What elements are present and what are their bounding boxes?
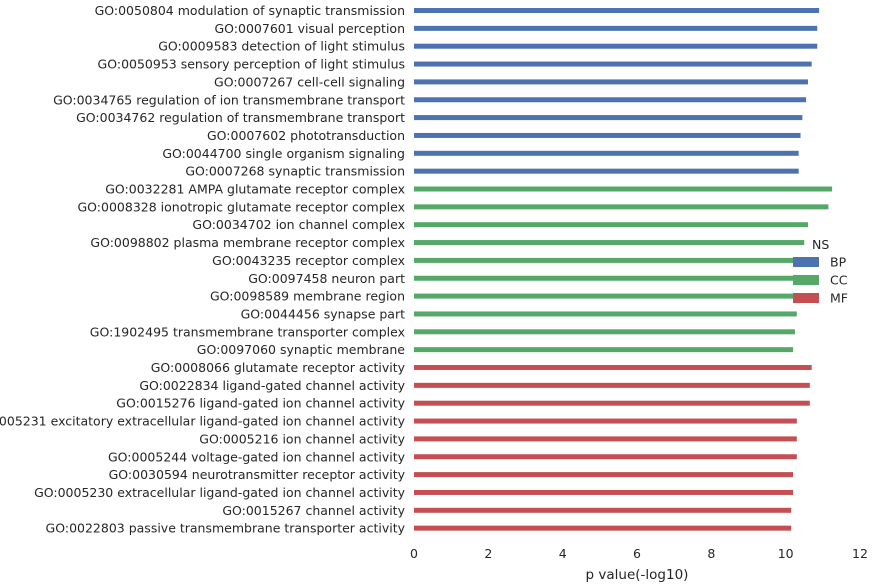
- bar-mf-24: [414, 436, 797, 442]
- category-label: GO:0015267 channel activity: [222, 503, 405, 518]
- x-tick-label: 4: [559, 546, 567, 561]
- bar-cc-11: [414, 204, 829, 210]
- category-label: GO:0005216 ion channel activity: [199, 431, 405, 446]
- bar-bp-6: [414, 115, 803, 121]
- legend-title: NS: [812, 237, 829, 252]
- category-label: GO:0005231 excitatory extracellular liga…: [0, 414, 406, 429]
- bar-mf-28: [414, 507, 792, 513]
- category-label: GO:0008066 glutamate receptor activity: [151, 360, 406, 375]
- bar-bp-5: [414, 97, 807, 103]
- bar-cc-12: [414, 222, 808, 228]
- bar-bp-7: [414, 132, 801, 138]
- category-label: GO:0097458 neuron part: [248, 271, 405, 286]
- category-label: GO:0034765 regulation of ion transmembra…: [53, 92, 405, 107]
- category-label: GO:0007268 synaptic transmission: [185, 164, 405, 179]
- category-label: GO:0098589 membrane region: [210, 289, 405, 304]
- category-label: GO:0098802 plasma membrane receptor comp…: [90, 235, 405, 250]
- bar-bp-1: [414, 25, 818, 31]
- category-label: GO:0005230 extracellular ligand-gated io…: [34, 485, 406, 500]
- category-label: GO:0030594 neurotransmitter receptor act…: [109, 467, 406, 482]
- bar-cc-16: [414, 293, 797, 299]
- bar-mf-29: [414, 525, 792, 531]
- bar-cc-15: [414, 275, 799, 281]
- bar-cc-10: [414, 186, 833, 192]
- bars-group: [414, 8, 833, 531]
- bar-cc-14: [414, 257, 801, 263]
- category-label: GO:0044700 single organism signaling: [162, 146, 405, 161]
- legend: NS BP CC MF: [793, 237, 848, 306]
- bar-bp-4: [414, 79, 808, 85]
- category-label: GO:0007267 cell-cell signaling: [214, 74, 405, 89]
- bar-bp-2: [414, 43, 818, 49]
- category-label: GO:0097060 synaptic membrane: [197, 342, 406, 357]
- bar-cc-13: [414, 240, 805, 246]
- bar-bp-8: [414, 150, 799, 156]
- category-label: GO:0015276 ligand-gated ion channel acti…: [116, 396, 405, 411]
- category-label: GO:0044456 synapse part: [241, 306, 405, 321]
- category-label: GO:0022834 ligand-gated channel activity: [139, 378, 405, 393]
- bar-cc-19: [414, 347, 794, 353]
- x-axis-label: p value(-log10): [586, 567, 689, 583]
- category-label: GO:0034702 ion channel complex: [192, 217, 405, 232]
- x-tick-label: 6: [633, 546, 641, 561]
- legend-label-bp: BP: [830, 255, 847, 270]
- bar-cc-18: [414, 329, 795, 335]
- category-labels-group: GO:0050804 modulation of synaptic transm…: [0, 3, 406, 536]
- bar-bp-0: [414, 8, 820, 13]
- category-label: GO:0043235 receptor complex: [212, 253, 405, 268]
- bar-mf-23: [414, 418, 797, 424]
- bar-mf-21: [414, 382, 810, 388]
- category-label: GO:0034762 regulation of transmembrane t…: [76, 110, 405, 125]
- x-tick-label: 8: [707, 546, 715, 561]
- bar-bp-9: [414, 168, 799, 174]
- category-label: GO:0007602 phototransduction: [207, 128, 405, 143]
- bar-mf-25: [414, 454, 797, 460]
- bar-bp-3: [414, 61, 812, 67]
- category-label: GO:0022803 passive transmembrane transpo…: [46, 521, 406, 536]
- legend-swatch-bp: [793, 257, 819, 267]
- category-label: GO:0005244 voltage-gated ion channel act…: [108, 449, 406, 464]
- category-label: GO:0009583 detection of light stimulus: [158, 39, 405, 54]
- x-tick-label: 0: [410, 546, 418, 561]
- x-tick-labels-group: 0 2 4 6 8 10 12: [410, 546, 868, 561]
- legend-label-mf: MF: [830, 291, 848, 306]
- category-label: GO:0008328 ionotropic glutamate receptor…: [78, 199, 406, 214]
- category-label: GO:0050804 modulation of synaptic transm…: [95, 3, 405, 18]
- category-label: GO:0050953 sensory perception of light s…: [98, 57, 405, 72]
- category-label: GO:0032281 AMPA glutamate receptor compl…: [105, 182, 405, 197]
- bar-mf-22: [414, 400, 810, 406]
- x-tick-label: 12: [852, 546, 868, 561]
- bar-mf-20: [414, 365, 812, 370]
- bar-mf-26: [414, 472, 794, 478]
- category-label: GO:1902495 transmembrane transporter com…: [90, 324, 405, 339]
- legend-label-cc: CC: [830, 273, 848, 288]
- bar-cc-17: [414, 311, 797, 317]
- x-tick-label: 2: [484, 546, 492, 561]
- legend-swatch-mf: [793, 293, 819, 303]
- legend-swatch-cc: [793, 275, 819, 285]
- category-label: GO:0007601 visual perception: [214, 21, 405, 36]
- x-tick-label: 10: [778, 546, 794, 561]
- bar-mf-27: [414, 489, 794, 495]
